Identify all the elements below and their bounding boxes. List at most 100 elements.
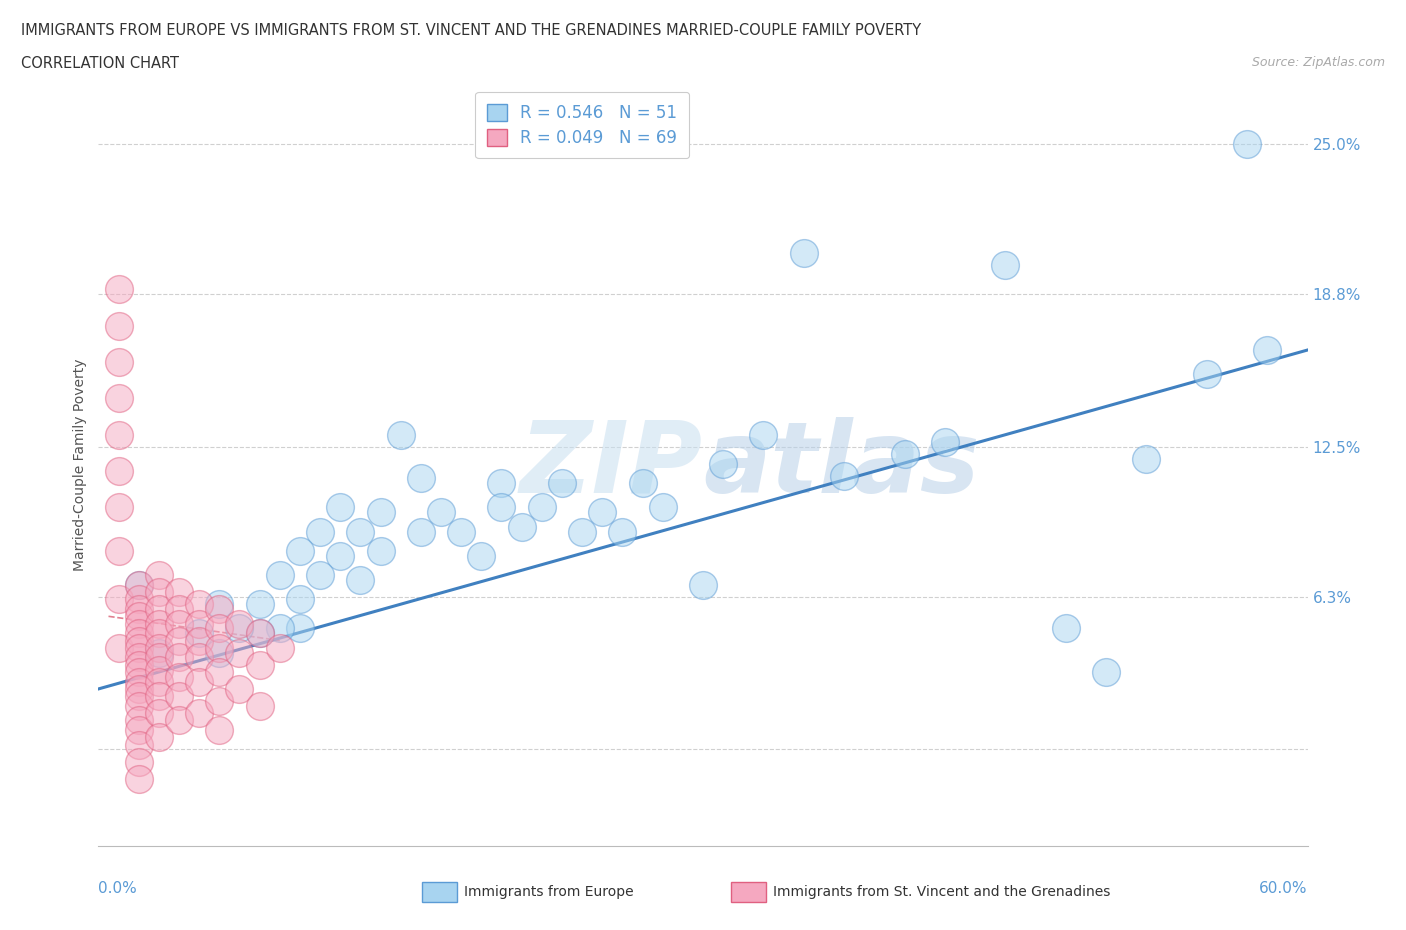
Point [269, 567, 291, 582]
Point [128, 633, 150, 648]
Point [612, 525, 634, 539]
Point [249, 658, 271, 672]
Point [107, 500, 129, 515]
Point [148, 730, 170, 745]
Point [128, 626, 150, 641]
Text: atlas: atlas [703, 417, 980, 513]
Point [832, 469, 855, 484]
Point [128, 658, 150, 672]
Text: 0.0%: 0.0% [98, 881, 138, 896]
Point [167, 602, 190, 617]
Point [228, 682, 250, 697]
Point [510, 519, 533, 534]
Point [128, 641, 150, 656]
Point [188, 674, 211, 689]
Point [249, 626, 271, 641]
Point [491, 500, 513, 515]
Point [288, 543, 311, 558]
Point [893, 446, 915, 461]
Point [228, 621, 250, 636]
Point [1236, 137, 1258, 152]
Point [1195, 366, 1218, 381]
Point [349, 525, 371, 539]
Point [107, 318, 129, 333]
Point [167, 633, 190, 648]
Point [288, 621, 311, 636]
Point [148, 645, 170, 660]
Point [128, 617, 150, 631]
Text: CORRELATION CHART: CORRELATION CHART [21, 56, 179, 71]
Point [188, 706, 211, 721]
Text: 60.0%: 60.0% [1260, 881, 1308, 896]
Text: Source: ZipAtlas.com: Source: ZipAtlas.com [1251, 56, 1385, 69]
Point [409, 471, 432, 485]
Y-axis label: Married-Couple Family Poverty: Married-Couple Family Poverty [73, 359, 87, 571]
Point [1054, 621, 1077, 636]
Point [208, 597, 231, 612]
Point [107, 464, 129, 479]
Point [128, 689, 150, 704]
Point [934, 434, 956, 449]
Point [208, 645, 231, 660]
Point [128, 578, 150, 592]
Point [107, 543, 129, 558]
Point [148, 641, 170, 656]
Point [228, 645, 250, 660]
Point [249, 597, 271, 612]
Point [128, 771, 150, 786]
Point [530, 500, 553, 515]
Point [269, 621, 291, 636]
Point [148, 626, 170, 641]
Point [107, 354, 129, 369]
Point [107, 427, 129, 442]
Point [148, 650, 170, 665]
Point [309, 567, 332, 582]
Point [269, 641, 291, 656]
Point [128, 609, 150, 624]
Point [409, 525, 432, 539]
Point [167, 689, 190, 704]
Point [329, 549, 352, 564]
Point [631, 476, 654, 491]
Text: IMMIGRANTS FROM EUROPE VS IMMIGRANTS FROM ST. VINCENT AND THE GRENADINES MARRIED: IMMIGRANTS FROM EUROPE VS IMMIGRANTS FRO… [21, 23, 921, 38]
Point [128, 754, 150, 769]
Point [249, 698, 271, 713]
Point [551, 476, 574, 491]
Point [128, 698, 150, 713]
Point [148, 585, 170, 600]
Legend: R = 0.546   N = 51, R = 0.049   N = 69: R = 0.546 N = 51, R = 0.049 N = 69 [475, 92, 689, 158]
Point [188, 633, 211, 648]
Point [309, 525, 332, 539]
Point [148, 567, 170, 582]
Point [491, 476, 513, 491]
Point [208, 602, 231, 617]
Point [571, 525, 593, 539]
Point [430, 505, 453, 520]
Point [288, 591, 311, 606]
Point [148, 617, 170, 631]
Point [107, 591, 129, 606]
Point [128, 737, 150, 752]
Point [1095, 665, 1118, 680]
Point [208, 723, 231, 737]
Text: ZIP: ZIP [520, 417, 703, 513]
Point [692, 578, 714, 592]
Text: Immigrants from St. Vincent and the Grenadines: Immigrants from St. Vincent and the Gren… [773, 884, 1111, 899]
Point [128, 591, 150, 606]
Point [752, 427, 775, 442]
Point [370, 505, 392, 520]
Point [128, 723, 150, 737]
Point [249, 626, 271, 641]
Point [167, 713, 190, 728]
Point [208, 694, 231, 709]
Point [370, 543, 392, 558]
Point [591, 505, 613, 520]
Text: Immigrants from Europe: Immigrants from Europe [464, 884, 634, 899]
Point [208, 641, 231, 656]
Point [349, 573, 371, 588]
Point [167, 617, 190, 631]
Point [711, 457, 734, 472]
Point [389, 427, 412, 442]
Point [208, 665, 231, 680]
Point [329, 500, 352, 515]
